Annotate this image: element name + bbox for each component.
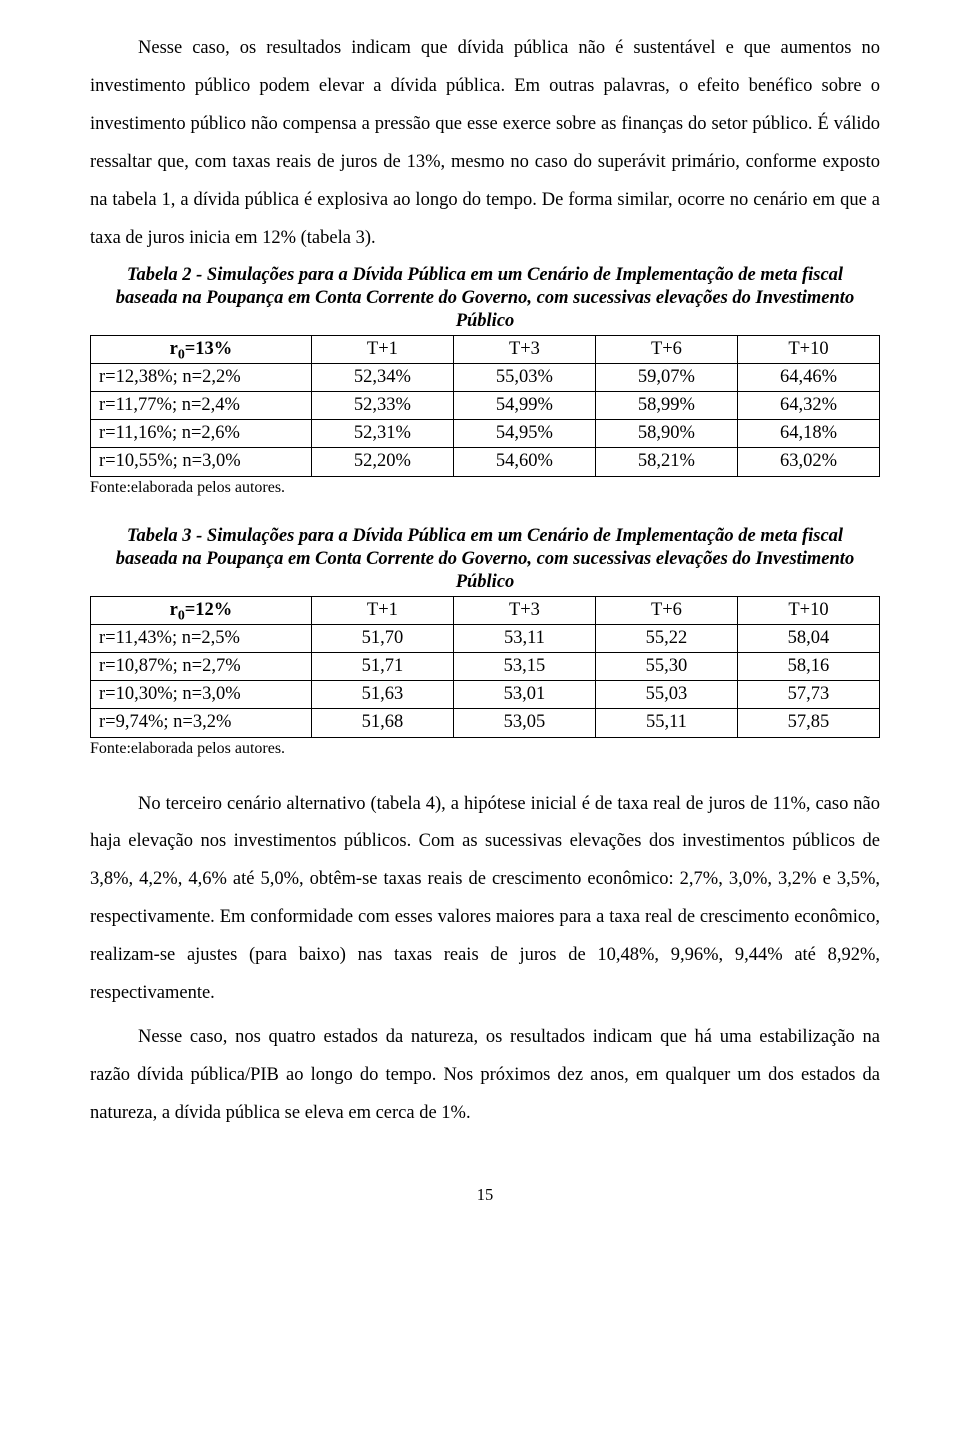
table-row: r=10,30%; n=3,0% 51,63 53,01 55,03 57,73 [91, 681, 880, 709]
cell: 64,46% [737, 364, 879, 392]
table-col-header: T+10 [737, 335, 879, 363]
table-row: r=11,43%; n=2,5% 51,70 53,11 55,22 58,04 [91, 625, 880, 653]
cell: 59,07% [595, 364, 737, 392]
cell: 53,01 [453, 681, 595, 709]
cell: 58,04 [737, 625, 879, 653]
cell: 51,71 [311, 653, 453, 681]
cell: 53,11 [453, 625, 595, 653]
table-3-header-r0: r0=12% [91, 596, 312, 624]
table-col-header: T+6 [595, 335, 737, 363]
table-col-header: T+6 [595, 596, 737, 624]
cell: 55,22 [595, 625, 737, 653]
cell: 57,73 [737, 681, 879, 709]
cell: 58,99% [595, 392, 737, 420]
row-label: r=11,43%; n=2,5% [91, 625, 312, 653]
cell: 53,15 [453, 653, 595, 681]
cell: 52,20% [311, 448, 453, 476]
cell: 57,85 [737, 709, 879, 737]
body-paragraph-1: Nesse caso, os resultados indicam que dí… [90, 30, 880, 258]
body-paragraph-3: Nesse caso, nos quatro estados da nature… [90, 1019, 880, 1133]
cell: 55,30 [595, 653, 737, 681]
cell: 64,32% [737, 392, 879, 420]
row-label: r=11,16%; n=2,6% [91, 420, 312, 448]
table-3-source: Fonte:elaborada pelos autores. [90, 740, 880, 758]
cell: 58,90% [595, 420, 737, 448]
table-row: r0=12% T+1 T+3 T+6 T+10 [91, 596, 880, 624]
cell: 51,70 [311, 625, 453, 653]
row-label: r=10,55%; n=3,0% [91, 448, 312, 476]
cell: 54,99% [453, 392, 595, 420]
row-label: r=11,77%; n=2,4% [91, 392, 312, 420]
table-2-title: Tabela 2 - Simulações para a Dívida Públ… [90, 264, 880, 333]
page-number: 15 [90, 1185, 880, 1205]
cell: 55,11 [595, 709, 737, 737]
body-paragraph-2: No terceiro cenário alternativo (tabela … [90, 786, 880, 1014]
cell: 53,05 [453, 709, 595, 737]
table-col-header: T+3 [453, 596, 595, 624]
table-col-header: T+1 [311, 335, 453, 363]
cell: 51,63 [311, 681, 453, 709]
table-row: r=12,38%; n=2,2% 52,34% 55,03% 59,07% 64… [91, 364, 880, 392]
table-row: r=10,87%; n=2,7% 51,71 53,15 55,30 58,16 [91, 653, 880, 681]
table-row: r=9,74%; n=3,2% 51,68 53,05 55,11 57,85 [91, 709, 880, 737]
cell: 52,34% [311, 364, 453, 392]
cell: 58,16 [737, 653, 879, 681]
table-row: r0=13% T+1 T+3 T+6 T+10 [91, 335, 880, 363]
cell: 54,60% [453, 448, 595, 476]
cell: 63,02% [737, 448, 879, 476]
cell: 55,03% [453, 364, 595, 392]
table-col-header: T+10 [737, 596, 879, 624]
table-row: r=11,16%; n=2,6% 52,31% 54,95% 58,90% 64… [91, 420, 880, 448]
cell: 51,68 [311, 709, 453, 737]
table-3-title: Tabela 3 - Simulações para a Dívida Públ… [90, 525, 880, 594]
row-label: r=10,87%; n=2,7% [91, 653, 312, 681]
cell: 64,18% [737, 420, 879, 448]
table-2: r0=13% T+1 T+3 T+6 T+10 r=12,38%; n=2,2%… [90, 335, 880, 477]
row-label: r=9,74%; n=3,2% [91, 709, 312, 737]
table-row: r=10,55%; n=3,0% 52,20% 54,60% 58,21% 63… [91, 448, 880, 476]
cell: 52,31% [311, 420, 453, 448]
table-3: r0=12% T+1 T+3 T+6 T+10 r=11,43%; n=2,5%… [90, 596, 880, 738]
document-page: Nesse caso, os resultados indicam que dí… [0, 0, 960, 1245]
cell: 52,33% [311, 392, 453, 420]
table-col-header: T+1 [311, 596, 453, 624]
table-row: r=11,77%; n=2,4% 52,33% 54,99% 58,99% 64… [91, 392, 880, 420]
cell: 58,21% [595, 448, 737, 476]
table-2-source: Fonte:elaborada pelos autores. [90, 479, 880, 497]
table-col-header: T+3 [453, 335, 595, 363]
cell: 54,95% [453, 420, 595, 448]
row-label: r=10,30%; n=3,0% [91, 681, 312, 709]
table-2-header-r0: r0=13% [91, 335, 312, 363]
cell: 55,03 [595, 681, 737, 709]
row-label: r=12,38%; n=2,2% [91, 364, 312, 392]
